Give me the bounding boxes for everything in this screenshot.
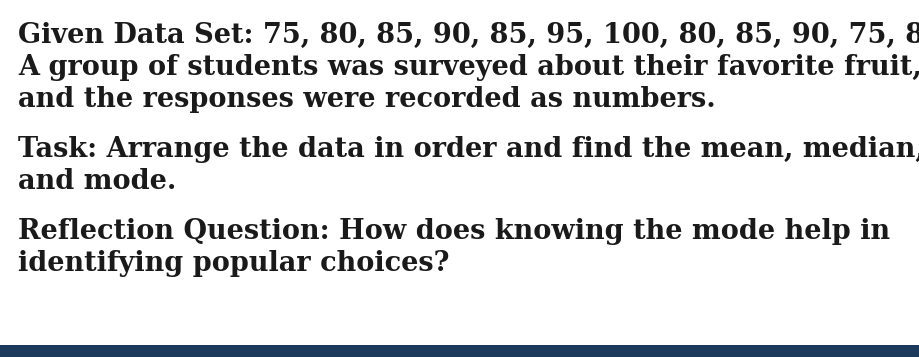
Text: identifying popular choices?: identifying popular choices? (18, 250, 449, 277)
Bar (0, 345, 919, 357)
Text: A group of students was surveyed about their favorite fruit,: A group of students was surveyed about t… (18, 54, 919, 81)
Text: Task: Arrange the data in order and find the mean, median,: Task: Arrange the data in order and find… (18, 136, 919, 163)
Text: and mode.: and mode. (18, 168, 176, 195)
Text: Reflection Question: How does knowing the mode help in: Reflection Question: How does knowing th… (18, 218, 890, 245)
Text: and the responses were recorded as numbers.: and the responses were recorded as numbe… (18, 86, 715, 113)
Text: Given Data Set: 75, 80, 85, 90, 85, 95, 100, 80, 85, 90, 75, 85: Given Data Set: 75, 80, 85, 90, 85, 95, … (18, 22, 919, 49)
